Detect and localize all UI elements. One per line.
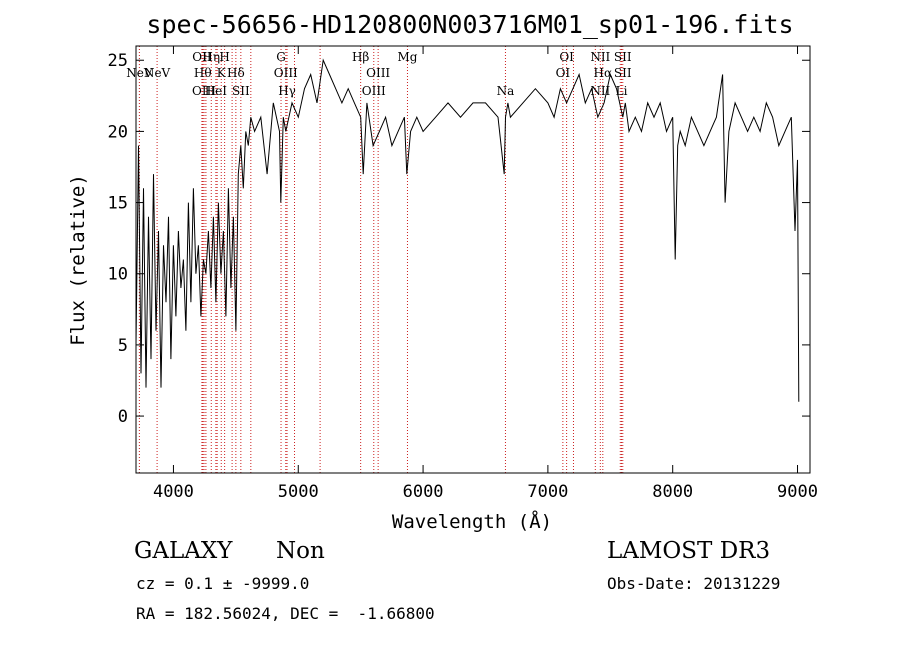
y-tick-label: 25 [108, 51, 128, 71]
flux-series-line [135, 58, 800, 402]
object-subclass: Non [276, 538, 325, 564]
emission-line-label: Na [497, 84, 515, 98]
y-tick-label: 0 [118, 407, 128, 427]
emission-line-label: SII [614, 50, 632, 64]
x-tick-label: 5000 [278, 482, 319, 502]
y-tick-label: 20 [108, 122, 128, 142]
plot-frame [135, 45, 811, 474]
emission-line-label: OIII [192, 84, 216, 98]
emission-line-label: NII [590, 50, 610, 64]
x-axis-ticks: 4000 5000 6000 7000 8000 9000 [153, 46, 818, 502]
emission-line-label: OIII [274, 66, 298, 80]
x-tick-label: 4000 [153, 482, 194, 502]
chart-title: spec-56656-HD120800N003716M01_sp01-196.f… [146, 10, 793, 39]
emission-line-label: SII [232, 84, 250, 98]
emission-line-label: NeV [144, 66, 171, 80]
redshift-value: cz = 0.1 ± -9999.0 [136, 574, 310, 593]
coordinates: RA = 182.56024, DEC = -1.66800 [136, 604, 435, 623]
emission-line-label: Mg [397, 50, 417, 64]
emission-line-label: OI [559, 50, 574, 64]
emission-line-label: Hα [594, 66, 613, 80]
x-axis-label: Wavelength (Å) [392, 510, 552, 533]
emission-line-label: OIII [362, 84, 386, 98]
x-tick-label: 7000 [527, 482, 568, 502]
emission-line-label: Hγ [278, 84, 296, 98]
emission-line-label: Hδ [227, 66, 245, 80]
emission-line-label: Li [616, 84, 628, 98]
emission-line-label: H [219, 50, 229, 64]
emission-line-label: Hθ [194, 66, 212, 80]
x-tick-label: 9000 [777, 482, 818, 502]
object-class: GALAXY [134, 538, 233, 564]
emission-line-label: SII [614, 66, 632, 80]
x-tick-label: 6000 [403, 482, 444, 502]
y-axis-ticks: 0 5 10 15 20 25 [108, 51, 810, 427]
emission-line-label: OI [556, 66, 571, 80]
survey-name: LAMOST DR3 [607, 538, 771, 564]
emission-line-label: Hη [202, 50, 220, 64]
emission-line-label: K [217, 66, 227, 80]
x-tick-label: 8000 [652, 482, 693, 502]
emission-line-label: HeI [205, 84, 228, 98]
emission-line-label: OIII [366, 66, 390, 80]
y-tick-label: 10 [108, 265, 128, 285]
y-tick-label: 15 [108, 194, 128, 214]
emission-line-label: G [276, 50, 286, 64]
emission-line-label: OII [192, 50, 212, 64]
emission-line-label: Hβ [352, 50, 369, 64]
y-axis-label: Flux (relative) [67, 174, 89, 346]
emission-line-label: NeV [126, 66, 153, 80]
y-tick-label: 5 [118, 336, 128, 356]
observation-date: Obs-Date: 20131229 [607, 574, 781, 593]
